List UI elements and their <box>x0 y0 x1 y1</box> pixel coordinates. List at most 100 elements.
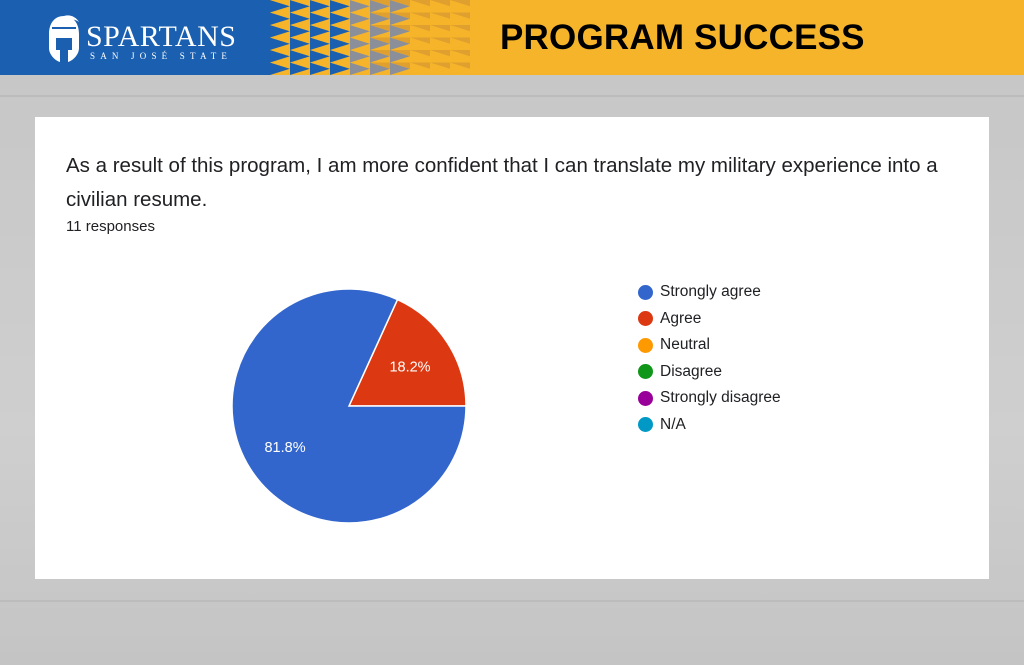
pattern-triangle <box>410 62 430 75</box>
logo-block: SPARTANS SAN JOSÉ STATE <box>0 0 270 75</box>
pattern-triangle <box>370 12 390 25</box>
pattern-triangle <box>430 0 450 13</box>
pattern-triangle <box>450 0 470 13</box>
pattern-triangle <box>430 50 450 57</box>
pattern-triangle <box>430 62 450 75</box>
pattern-triangle <box>430 12 450 19</box>
pattern-triangle <box>310 37 330 44</box>
pattern-triangle <box>330 12 350 25</box>
pattern-triangle <box>350 0 370 7</box>
pattern-triangle <box>430 25 450 32</box>
pattern-triangle <box>430 37 450 44</box>
pattern-triangle <box>450 50 470 57</box>
pattern-triangle <box>410 37 430 44</box>
pattern-triangle <box>430 62 450 69</box>
pattern-triangle <box>450 25 470 32</box>
pattern-triangle <box>310 12 330 25</box>
pattern-triangle <box>410 50 430 57</box>
legend-label: N/A <box>660 415 686 433</box>
pattern-triangle <box>450 0 470 7</box>
pattern-triangle <box>430 50 450 63</box>
pattern-triangle <box>370 50 390 57</box>
legend-swatch <box>638 337 653 353</box>
legend-item: Agree <box>638 306 781 333</box>
pattern-triangle <box>330 62 350 75</box>
pattern-triangle <box>430 0 450 7</box>
pattern-triangle <box>310 25 330 38</box>
pattern-triangle <box>370 12 390 19</box>
pattern-triangle <box>310 37 330 50</box>
logo-wordmark: SPARTANS <box>86 20 237 53</box>
pattern-triangle <box>450 62 470 75</box>
background-stripe <box>0 600 1024 602</box>
pattern-triangle <box>270 12 290 25</box>
pattern-triangle <box>270 25 290 38</box>
survey-result-card: As a result of this program, I am more c… <box>35 117 989 579</box>
pattern-triangle <box>330 37 350 44</box>
pattern-triangle <box>350 37 370 50</box>
legend-item: Strongly agree <box>638 279 781 306</box>
pattern-triangle <box>330 0 350 7</box>
legend-item: Disagree <box>638 359 781 386</box>
pattern-triangle <box>390 0 410 13</box>
pattern-triangle <box>370 37 390 50</box>
pattern-triangle <box>350 50 370 63</box>
legend-label: Neutral <box>660 336 710 354</box>
pattern-triangle <box>450 12 470 25</box>
pattern-triangle <box>350 25 370 32</box>
pattern-triangle <box>310 25 330 32</box>
header-band: SPARTANS SAN JOSÉ STATE PROGRAM SUCCESS <box>0 0 1024 75</box>
pattern-triangle <box>270 12 290 19</box>
pattern-triangle <box>310 0 330 7</box>
pattern-triangle <box>390 25 410 38</box>
pattern-triangle <box>450 50 470 63</box>
pattern-triangle <box>290 50 310 63</box>
pattern-triangle <box>270 0 290 13</box>
pattern-triangle <box>410 50 430 63</box>
legend-item: Strongly disagree <box>638 385 781 412</box>
legend-label: Disagree <box>660 362 723 380</box>
pattern-triangle <box>370 25 390 32</box>
pattern-triangle <box>270 50 290 57</box>
slide-title: PROGRAM SUCCESS <box>500 18 865 57</box>
pattern-triangle <box>290 50 310 57</box>
triangle-pattern <box>270 0 470 75</box>
legend-label: Strongly disagree <box>660 389 781 407</box>
legend-swatch <box>638 311 653 327</box>
question-line: As a result of this program, I am more c… <box>66 154 938 177</box>
spartan-helmet-icon <box>49 15 79 62</box>
pattern-triangle <box>310 62 330 75</box>
pie-chart: 18.2% 81.8% <box>231 288 467 524</box>
pie-data-label: 18.2% <box>389 360 430 376</box>
pattern-triangle <box>430 37 450 50</box>
background-stripe <box>0 95 1024 97</box>
pattern-triangle <box>410 12 430 25</box>
pattern-triangle <box>390 37 410 44</box>
question-line: civilian resume. <box>66 188 208 211</box>
pattern-triangle <box>350 62 370 75</box>
pattern-triangle <box>310 62 330 69</box>
pattern-triangle <box>330 25 350 32</box>
pie-slice-strongly-agree <box>231 288 467 524</box>
pattern-triangle <box>350 50 370 57</box>
pattern-triangle <box>390 50 410 57</box>
chart-legend: Strongly agree Agree Neutral Disagree Strong… <box>638 279 781 438</box>
pattern-triangle <box>330 62 350 69</box>
pattern-triangle <box>350 37 370 44</box>
legend-swatch <box>638 417 653 433</box>
pattern-triangle <box>290 25 310 32</box>
pattern-triangle <box>330 50 350 57</box>
pattern-triangle <box>290 62 310 69</box>
pattern-triangle <box>290 25 310 38</box>
pattern-triangle <box>390 12 410 19</box>
pattern-triangle <box>270 50 290 63</box>
pattern-triangle <box>370 62 390 75</box>
legend-swatch <box>638 364 653 380</box>
pattern-triangle <box>270 37 290 50</box>
pattern-triangle <box>390 37 410 50</box>
pattern-triangle <box>370 0 390 13</box>
legend-label: Strongly agree <box>660 283 761 301</box>
pattern-triangle <box>310 50 330 63</box>
pattern-triangle <box>290 37 310 50</box>
